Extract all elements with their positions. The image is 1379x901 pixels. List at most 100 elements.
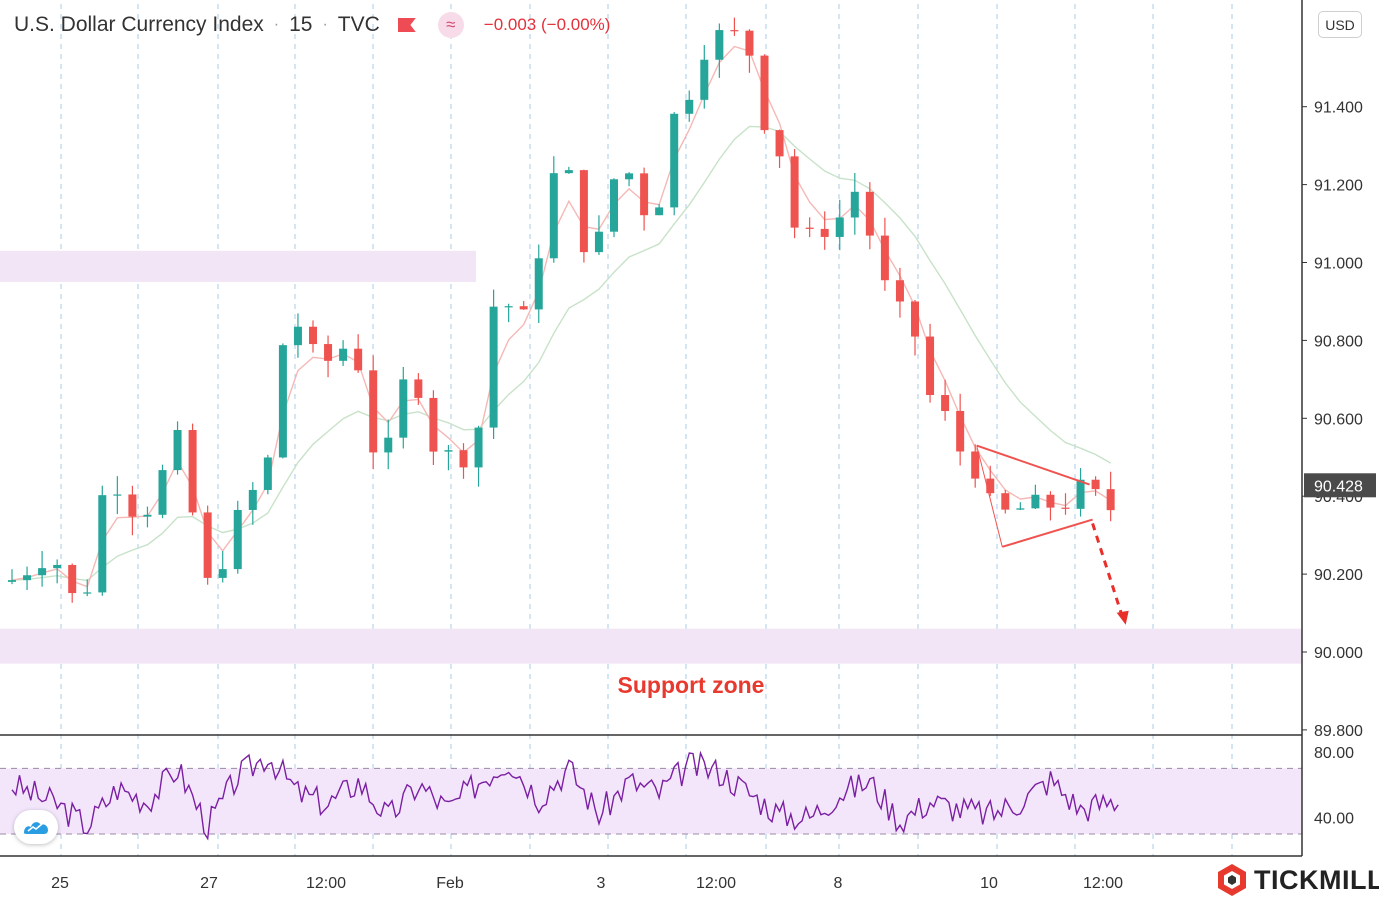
candle-body — [790, 156, 799, 228]
candle — [625, 172, 634, 187]
candle — [670, 112, 679, 216]
candle — [941, 379, 950, 421]
rsi-line — [11, 750, 1119, 841]
candle-body — [835, 217, 844, 237]
candle-body — [986, 478, 995, 494]
candle-body — [579, 170, 588, 253]
price-tick-label: 90.600 — [1314, 411, 1363, 428]
interval-label[interactable]: 15 — [289, 13, 313, 36]
candle — [23, 566, 32, 590]
candle-body — [730, 30, 739, 32]
candle-body — [459, 450, 468, 468]
candle — [384, 419, 393, 470]
candle-body — [1061, 507, 1070, 509]
candle — [775, 129, 784, 169]
symbol-name[interactable]: U.S. Dollar Currency Index — [14, 13, 264, 36]
candle — [278, 343, 287, 459]
separator: · — [273, 16, 280, 33]
candle-body — [429, 397, 438, 452]
candle — [805, 217, 814, 238]
candle-body — [339, 348, 348, 361]
candle — [895, 267, 904, 318]
rsi-band — [0, 768, 1302, 834]
candle-body — [504, 306, 513, 308]
candle-body — [369, 370, 378, 453]
candle — [203, 505, 212, 585]
approx-icon[interactable]: ≈ — [437, 12, 464, 38]
candle-body — [1001, 493, 1010, 510]
candles — [8, 17, 1115, 603]
candle — [1061, 493, 1070, 515]
candle-body — [324, 344, 333, 361]
candle-body — [625, 173, 634, 180]
candle — [594, 215, 603, 255]
candle — [564, 166, 573, 174]
candle — [745, 29, 754, 73]
candle-body — [263, 457, 272, 490]
candle-body — [158, 470, 167, 515]
candle-body — [971, 451, 980, 479]
candle-body — [820, 228, 829, 237]
candle — [865, 182, 874, 250]
brand-name: TICKMILL — [1254, 864, 1379, 895]
grid-lines — [60, 4, 1233, 856]
projection-arrow — [1091, 523, 1124, 616]
candle-body — [1016, 508, 1025, 510]
time-tick-label: 10 — [980, 875, 998, 892]
zones — [0, 250, 1302, 664]
candle — [173, 421, 182, 475]
support-zone-label: Support zone — [618, 672, 765, 698]
candle-body — [775, 130, 784, 157]
candle-body — [911, 301, 919, 337]
candle-body — [489, 306, 498, 428]
candle — [98, 485, 107, 596]
candle — [459, 443, 468, 479]
candle — [1016, 502, 1025, 511]
currency-badge[interactable]: USD — [1318, 11, 1362, 38]
time-tick-label: Feb — [436, 875, 464, 892]
candle-body — [685, 99, 694, 114]
drawings[interactable]: Support zone — [618, 444, 1129, 698]
last-price-label: 90.428 — [1314, 478, 1363, 495]
candle-body — [519, 306, 528, 310]
candle-body — [68, 564, 77, 594]
rsi-pane — [0, 750, 1302, 841]
candle — [715, 23, 724, 78]
candle — [324, 335, 333, 378]
candle — [504, 303, 513, 323]
candle — [685, 90, 694, 122]
candle — [38, 551, 47, 587]
candle — [820, 211, 829, 250]
candle-body — [414, 379, 423, 398]
price-tick-label: 89.800 — [1314, 723, 1363, 740]
candle — [1031, 484, 1040, 510]
tradingview-logo-icon[interactable] — [14, 810, 58, 844]
candle — [233, 500, 242, 574]
candle-body — [715, 30, 724, 60]
candle — [519, 301, 528, 310]
candle-body — [895, 280, 904, 302]
candle — [354, 334, 363, 373]
time-tick-label: 12:00 — [1083, 875, 1123, 892]
candle-body — [218, 569, 227, 578]
candle-body — [805, 227, 814, 229]
candle-body — [293, 326, 302, 346]
candle — [1046, 491, 1055, 521]
candle — [956, 393, 965, 466]
last-price-box — [1304, 473, 1376, 498]
candle-body — [399, 379, 408, 438]
candle-body — [1106, 489, 1115, 511]
candle — [113, 476, 122, 515]
candle-body — [640, 173, 649, 216]
candle-body — [188, 430, 197, 513]
candle — [655, 204, 664, 216]
candle-body — [83, 592, 92, 594]
resistance-zone — [0, 250, 476, 282]
price-tick-label: 91.400 — [1314, 100, 1363, 117]
rsi-tick-label: 80.00 — [1314, 745, 1354, 762]
candle — [369, 355, 378, 470]
flag-icon[interactable] — [398, 18, 416, 32]
candle — [399, 366, 408, 449]
